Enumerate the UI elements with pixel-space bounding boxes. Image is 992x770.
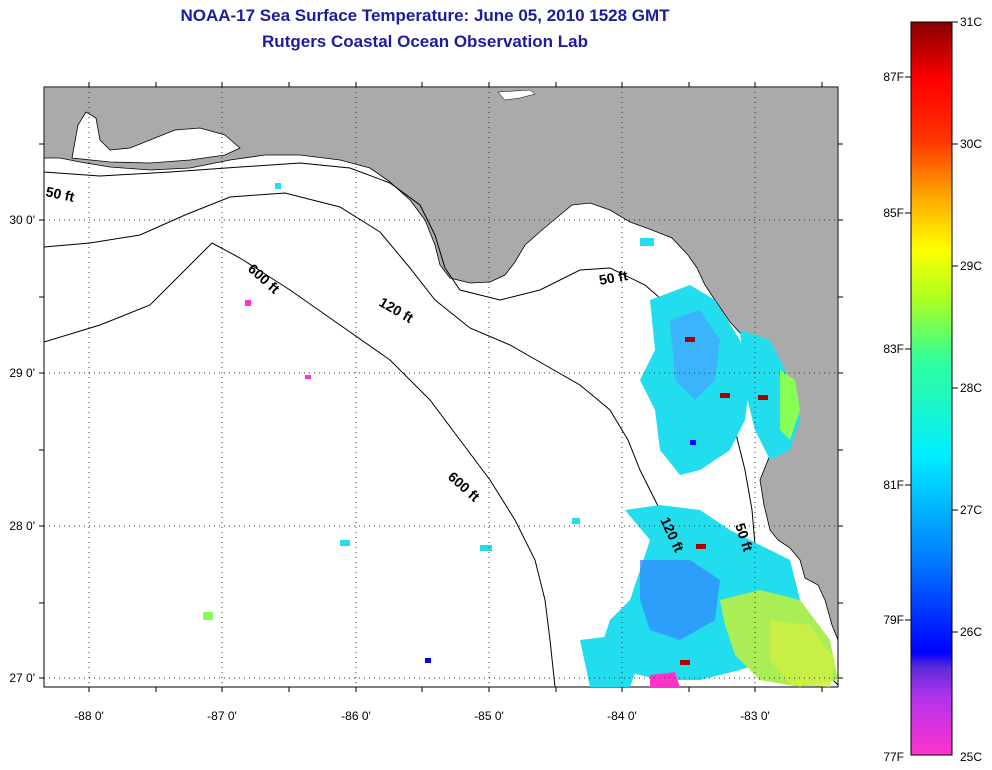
sst-data <box>203 183 838 687</box>
colorbar-c-label: 25C <box>960 750 982 764</box>
colorbar-c-label: 28C <box>960 381 982 395</box>
colorbar-f-label: 85F <box>883 206 904 220</box>
lon-label: -87 0' <box>207 709 237 723</box>
colorbar <box>910 21 953 756</box>
bay-inlet <box>71 111 241 164</box>
graticule <box>44 87 838 687</box>
colorbar-f-label: 81F <box>883 478 904 492</box>
contour-600ft <box>44 242 556 687</box>
colorbar-f-label: 77F <box>883 750 904 764</box>
lon-label: -86 0' <box>341 709 371 723</box>
lat-label: 27 0' <box>9 671 35 685</box>
colorbar-c-label: 30C <box>960 137 982 151</box>
colorbar-f-label: 87F <box>883 70 904 84</box>
colorbar-c-label: 26C <box>960 625 982 639</box>
colorbar-c-label: 31C <box>960 15 982 29</box>
colorbar-c-label: 29C <box>960 259 982 273</box>
land-mass <box>44 87 838 641</box>
axis-ticks <box>39 82 843 692</box>
lat-label: 28 0' <box>9 519 35 533</box>
depth-label: 50 ft <box>44 183 76 205</box>
lon-label: -83 0' <box>740 709 770 723</box>
lat-label: 30 0' <box>9 213 35 227</box>
inland-lake <box>497 89 536 101</box>
lon-label: -84 0' <box>607 709 637 723</box>
colorbar-f-label: 79F <box>883 613 904 627</box>
colorbar-ticks <box>905 21 958 633</box>
colorbar-f-label: 83F <box>883 342 904 356</box>
map-subtitle: Rutgers Coastal Ocean Observation Lab <box>262 32 588 51</box>
map-title: NOAA-17 Sea Surface Temperature: June 05… <box>180 6 670 25</box>
lat-label: 29 0' <box>9 366 35 380</box>
lon-label: -88 0' <box>74 709 104 723</box>
depth-label: 50 ft <box>598 267 629 288</box>
colorbar-c-label: 27C <box>960 503 982 517</box>
lon-label: -85 0' <box>474 709 504 723</box>
